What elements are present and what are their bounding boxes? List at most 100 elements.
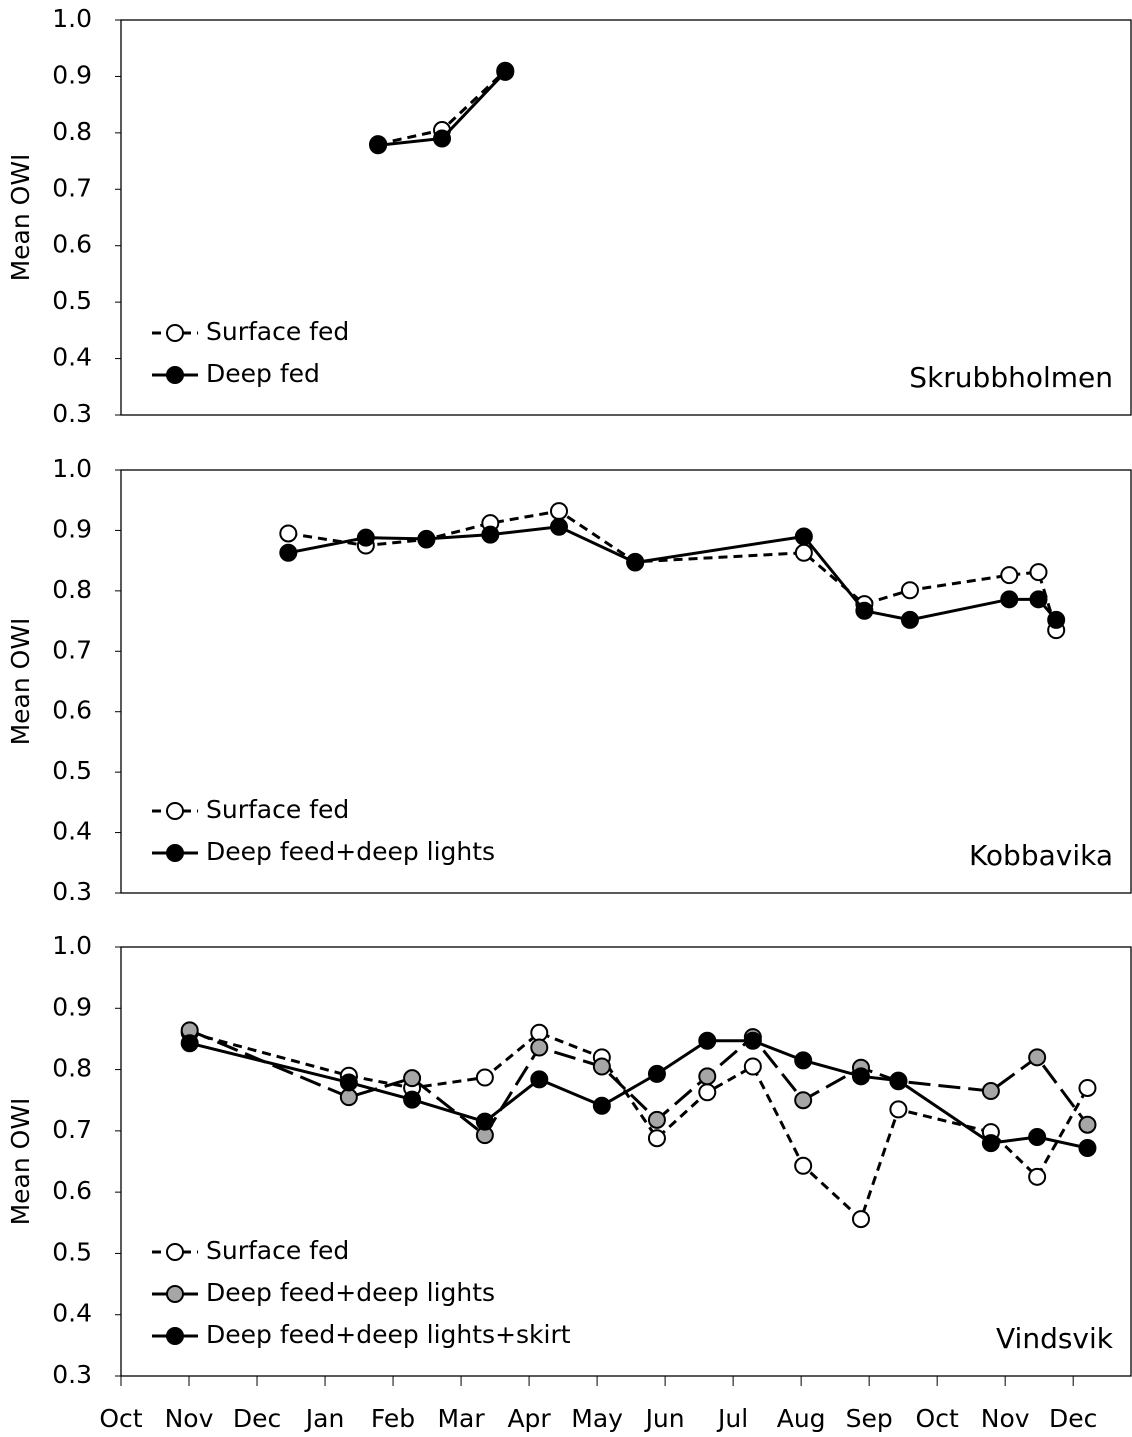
legend-label: Surface fed (206, 317, 349, 346)
y-axis-label: Mean OWI (6, 618, 35, 746)
y-tick-label: 0.8 (52, 575, 92, 604)
x-tick-label: Jun (644, 1404, 685, 1433)
data-point (900, 610, 919, 629)
data-point (1029, 590, 1048, 609)
y-tick-label: 0.6 (52, 1176, 92, 1205)
data-point (1028, 1127, 1047, 1146)
data-point (889, 1071, 908, 1090)
y-tick-label: 0.3 (52, 399, 92, 428)
data-point (698, 1083, 717, 1102)
legend-marker (166, 1243, 184, 1261)
data-point (1047, 610, 1066, 629)
data-point (475, 1068, 494, 1087)
y-tick-label: 0.7 (52, 1115, 92, 1144)
data-point (279, 524, 298, 543)
data-point (981, 1134, 1000, 1153)
data-point (369, 136, 388, 155)
y-tick-label: 0.4 (52, 343, 92, 372)
data-point (1028, 1167, 1047, 1186)
data-point (550, 517, 569, 536)
y-tick-label: 0.4 (52, 817, 92, 846)
series-line (189, 1039, 1088, 1150)
data-point (592, 1057, 611, 1076)
y-tick-label: 0.7 (52, 173, 92, 202)
data-point (647, 1064, 666, 1083)
data-point (279, 543, 298, 562)
data-point (626, 553, 645, 572)
x-tick-label: Nov (981, 1404, 1030, 1433)
data-point (794, 1091, 813, 1110)
panel-label: Vindsvik (996, 1322, 1114, 1355)
y-tick-label: 0.8 (52, 1054, 92, 1083)
x-tick-label: Jan (304, 1404, 345, 1433)
series-line (189, 1031, 1089, 1222)
y-axis-label: Mean OWI (6, 1098, 35, 1226)
x-tick-label: Oct (99, 1404, 142, 1433)
data-point (794, 1051, 813, 1070)
legend-marker (166, 802, 184, 820)
legend-label: Surface fed (206, 1236, 349, 1265)
legend-label: Deep feed+deep lights (206, 1278, 495, 1307)
legend-marker (166, 1285, 184, 1303)
x-tick-label: Sep (846, 1404, 893, 1433)
y-tick-label: 0.9 (52, 60, 92, 89)
panel-label: Kobbavika (969, 839, 1113, 872)
y-tick-label: 0.9 (52, 992, 92, 1021)
y-axis-label: Mean OWI (6, 154, 35, 282)
x-tick-label: May (571, 1404, 623, 1433)
y-tick-label: 0.8 (52, 117, 92, 146)
data-point (1078, 1115, 1097, 1134)
x-tick-label: Apr (507, 1404, 551, 1433)
y-tick-label: 1.0 (52, 454, 92, 483)
y-tick-label: 0.3 (52, 877, 92, 906)
x-tick-label: Mar (437, 1404, 485, 1433)
legend-marker (166, 844, 184, 862)
data-point (794, 527, 813, 546)
legend-marker (166, 366, 184, 384)
data-point (356, 528, 375, 547)
y-tick-label: 0.7 (52, 635, 92, 664)
data-point (592, 1096, 611, 1115)
y-tick-label: 0.4 (52, 1299, 92, 1328)
plot-frame (120, 19, 1132, 416)
data-point (647, 1129, 666, 1148)
data-point (417, 529, 436, 548)
data-point (743, 1031, 762, 1050)
data-point (530, 1038, 549, 1057)
data-point (900, 581, 919, 600)
legend-label: Surface fed (206, 795, 349, 824)
data-point (981, 1082, 1000, 1101)
data-point (698, 1031, 717, 1050)
data-point (475, 1112, 494, 1131)
y-tick-label: 0.9 (52, 514, 92, 543)
data-point (743, 1057, 762, 1076)
legend-label: Deep feed+deep lights+skirt (206, 1320, 571, 1349)
data-point (855, 601, 874, 620)
data-point (698, 1067, 717, 1086)
data-point (339, 1088, 358, 1107)
data-point (794, 1156, 813, 1175)
y-tick-label: 0.5 (52, 286, 92, 315)
data-point (530, 1070, 549, 1089)
legend-marker (166, 324, 184, 342)
data-point (647, 1110, 666, 1129)
x-tick-label: Dec (233, 1404, 281, 1433)
data-point (851, 1210, 870, 1229)
plot-frame (120, 469, 1132, 894)
data-point (530, 1023, 549, 1042)
data-point (1000, 590, 1019, 609)
data-point (1000, 566, 1019, 585)
x-tick-label: Feb (371, 1404, 415, 1433)
data-point (851, 1067, 870, 1086)
data-point (481, 525, 500, 544)
legend-marker (166, 1327, 184, 1345)
legend-label: Deep feed+deep lights (206, 837, 495, 866)
data-point (1029, 563, 1048, 582)
data-point (180, 1034, 199, 1053)
data-point (403, 1069, 422, 1088)
data-point (433, 129, 452, 148)
data-point (1078, 1078, 1097, 1097)
x-tick-label: Dec (1049, 1404, 1097, 1433)
series-line (189, 1028, 1089, 1138)
